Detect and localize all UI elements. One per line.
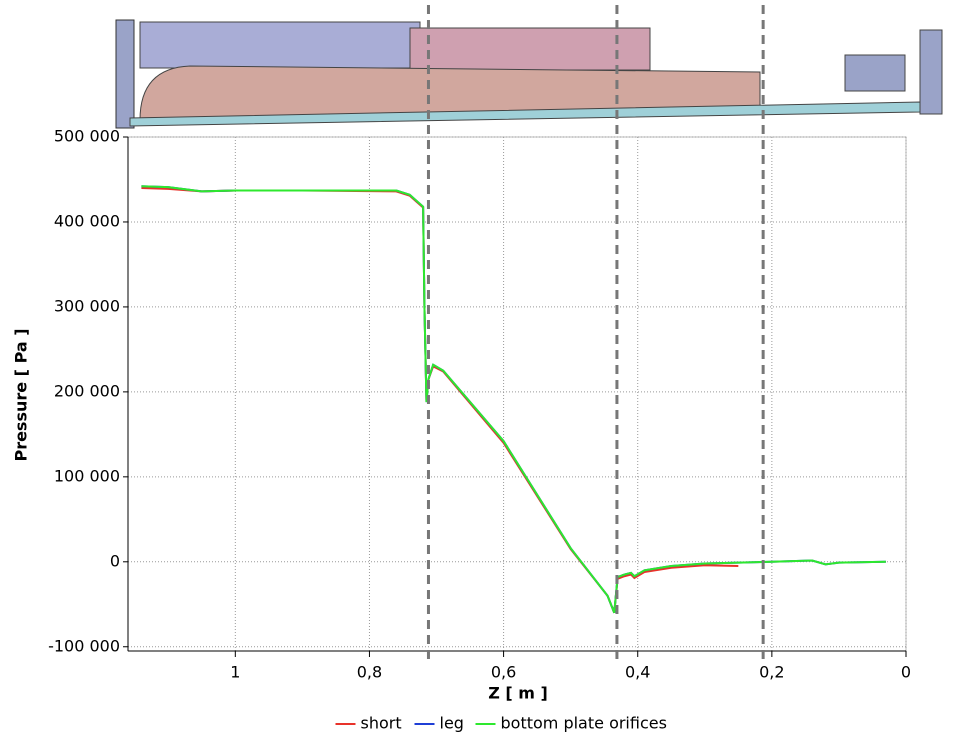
legend-label: short [361, 714, 402, 733]
cad-part [845, 55, 905, 91]
plot-frame [128, 137, 906, 651]
x-tick-label: 0,6 [491, 663, 516, 682]
chart: Pressure [ Pa ] Z [ m ] 500 000 400 000 30… [0, 0, 966, 740]
y-tick-label: 400 000 [54, 211, 120, 230]
series-line [141, 188, 738, 613]
series-line [141, 186, 885, 612]
legend-label: leg [440, 714, 464, 733]
x-tick-label: 0 [901, 663, 911, 682]
x-tick-label: 1 [230, 663, 240, 682]
cad-flange [116, 20, 134, 128]
y-tick-label: 300 000 [54, 296, 120, 315]
page: {"chart_data": {"type": "line", "x_label… [0, 0, 966, 740]
y-tick-label: 0 [110, 551, 120, 570]
cad-model [116, 20, 942, 128]
x-axis-label: Z [ m ] [488, 684, 548, 703]
cad-flange [920, 30, 942, 114]
x-tick-label: 0,8 [357, 663, 382, 682]
y-tick-label: -100 000 [48, 636, 120, 655]
y-axis-label: Pressure [ Pa ] [12, 328, 31, 461]
cad-part [140, 22, 420, 68]
legend-label: bottom plate orifices [501, 714, 667, 733]
cad-part [410, 28, 650, 70]
x-tick-label: 0,2 [759, 663, 784, 682]
series-line [141, 186, 885, 612]
y-tick-label: 200 000 [54, 381, 120, 400]
x-tick-label: 0,4 [625, 663, 650, 682]
y-tick-label: 100 000 [54, 466, 120, 485]
y-tick-label: 500 000 [54, 127, 120, 146]
